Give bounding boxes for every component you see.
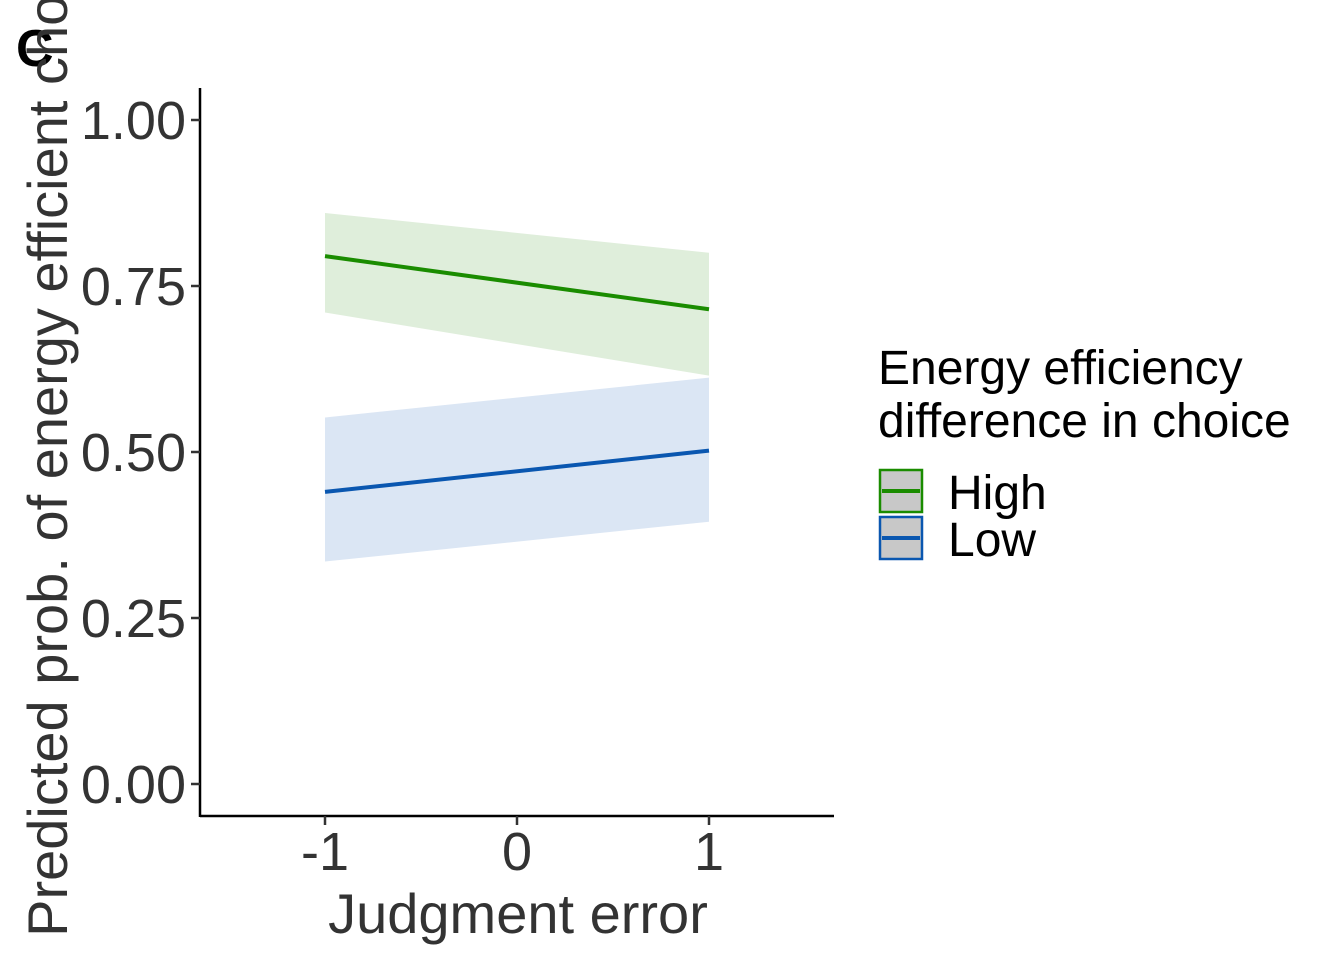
- legend-item-low: Low: [878, 514, 1036, 567]
- legend-title-line1: Energy efficiency: [878, 342, 1243, 395]
- y-tick-label: 1.00: [81, 91, 186, 151]
- legend-label-high: High: [948, 467, 1047, 520]
- y-tick-label: 0.00: [81, 755, 186, 815]
- legend-item-high: High: [878, 467, 1047, 520]
- series-line-low: [324, 448, 710, 494]
- x-axis-title: Judgment error: [328, 882, 708, 945]
- y-tick-label: 0.25: [81, 589, 186, 649]
- y-ticks: 0.00 0.25 0.50 0.75 1.00: [81, 91, 200, 815]
- x-tick-label: -1: [301, 822, 349, 882]
- x-ticks: -1 0 1: [301, 816, 724, 882]
- fitted-lines: [324, 254, 710, 494]
- ci-band-high: [325, 212, 709, 376]
- panel-label: C: [16, 20, 54, 78]
- legend: Energy efficiency difference in choice H…: [878, 342, 1291, 567]
- series-line-high: [324, 254, 710, 312]
- legend-title-line2: difference in choice: [878, 395, 1291, 448]
- y-tick-label: 0.75: [81, 257, 186, 317]
- y-tick-label: 0.50: [81, 423, 186, 483]
- x-tick-label: 0: [502, 822, 532, 882]
- y-axis-title: Predicted prob. of energy efficient choi…: [16, 0, 79, 937]
- x-tick-label: 1: [694, 822, 724, 882]
- legend-label-low: Low: [948, 514, 1036, 567]
